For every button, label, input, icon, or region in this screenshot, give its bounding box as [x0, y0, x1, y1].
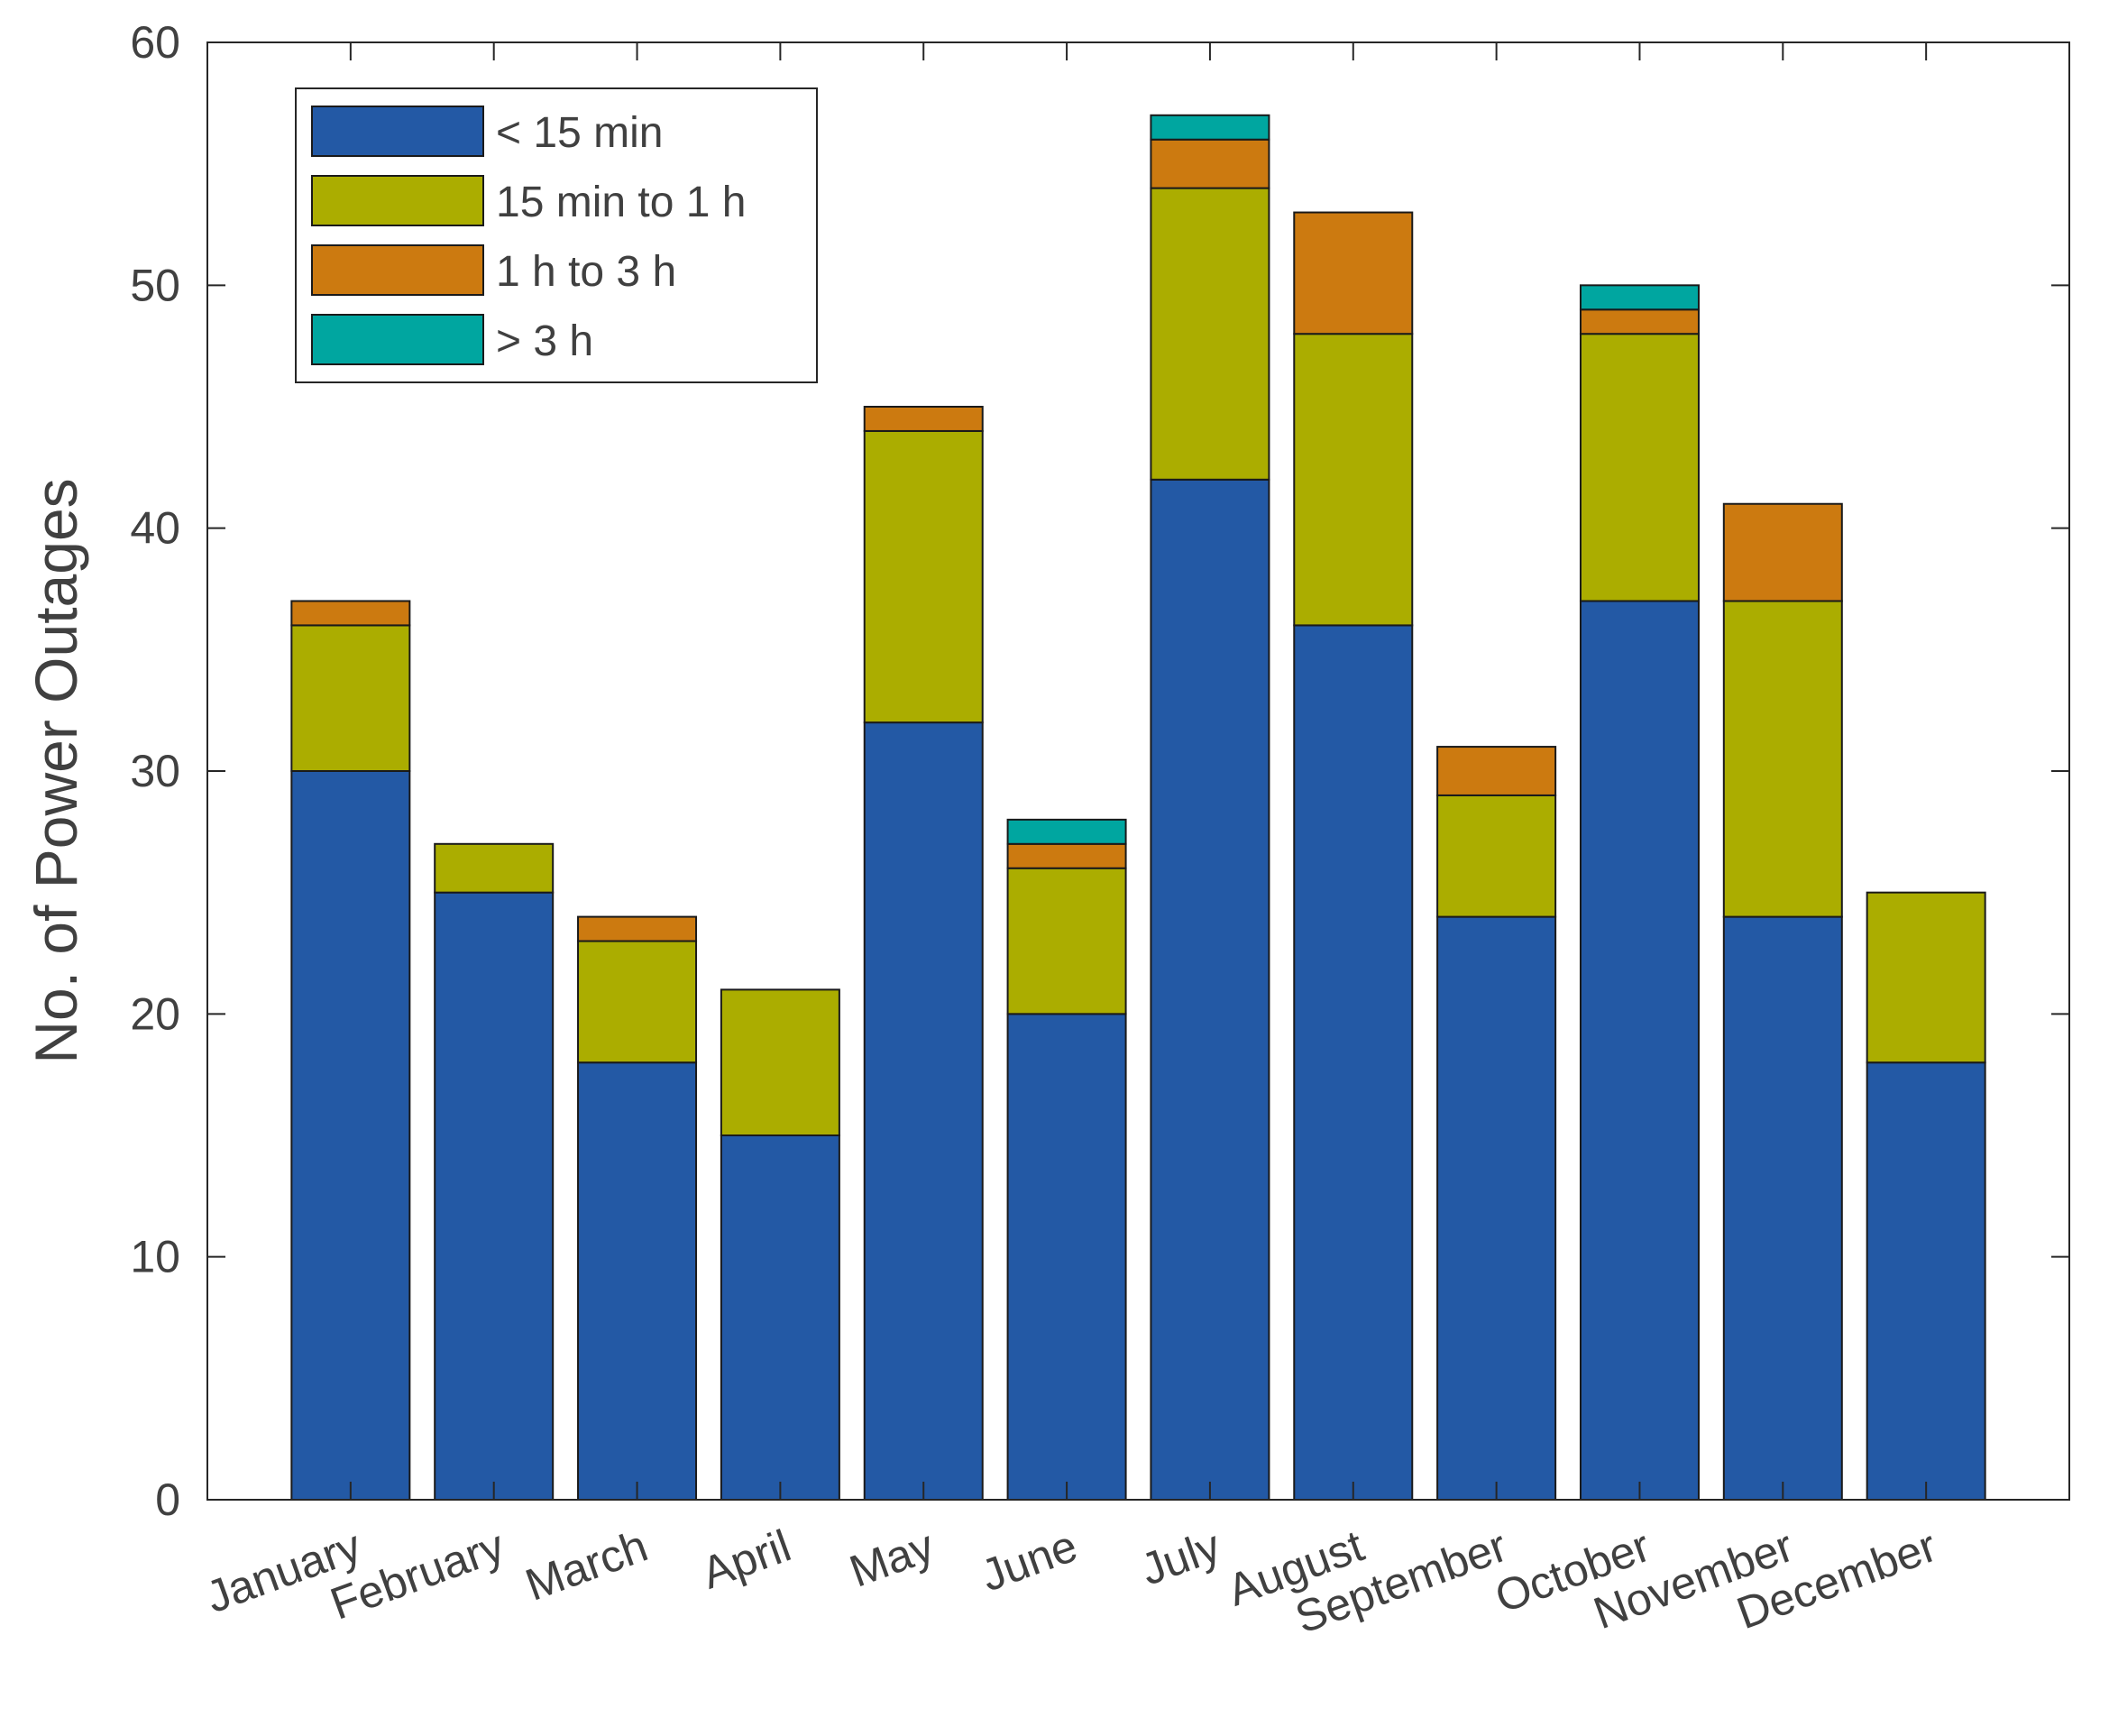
- bar-september-series-2: [1436, 794, 1557, 918]
- bar-june-series-1: [1006, 1013, 1127, 1502]
- bar-november-series-1: [1722, 915, 1843, 1501]
- y-tick-label: 20: [130, 988, 180, 1039]
- x-tick-label-march: March: [519, 1520, 655, 1611]
- bar-october-series-3: [1579, 308, 1700, 335]
- bar-may-series-2: [863, 429, 984, 724]
- y-tick-label: 10: [130, 1232, 180, 1282]
- bar-december-series-2: [1866, 891, 1986, 1064]
- bar-layer: [290, 114, 1986, 1502]
- bar-june-series-3: [1006, 842, 1127, 869]
- x-tick-label-may: May: [843, 1520, 940, 1597]
- bar-june-series-4: [1006, 818, 1127, 845]
- bar-november-series-3: [1722, 502, 1843, 602]
- y-tick-label: 30: [130, 746, 180, 796]
- bar-december-series-1: [1866, 1061, 1986, 1501]
- bar-july-series-1: [1150, 478, 1270, 1501]
- legend-label-1: < 15 min: [496, 109, 663, 157]
- bar-august-series-2: [1293, 333, 1414, 627]
- legend-label-4: > 3 h: [496, 317, 593, 365]
- bar-march-series-2: [577, 940, 698, 1064]
- bar-august-series-1: [1293, 624, 1414, 1501]
- legend-swatch-1: [311, 106, 484, 157]
- y-tick-label: 0: [155, 1474, 180, 1525]
- bar-september-series-1: [1436, 915, 1557, 1501]
- x-tick-label-july: July: [1134, 1520, 1227, 1595]
- legend: < 15 min 15 min to 1 h 1 h to 3 h > 3 h: [295, 87, 818, 383]
- bar-november-series-2: [1722, 600, 1843, 918]
- legend-label-3: 1 h to 3 h: [496, 248, 676, 296]
- bar-march-series-3: [577, 915, 698, 942]
- bar-october-series-4: [1579, 284, 1700, 311]
- bar-april-series-1: [720, 1134, 840, 1501]
- bar-july-series-3: [1150, 138, 1270, 189]
- bar-february-series-2: [434, 842, 555, 894]
- y-axis-title: No. of Power Outages: [23, 478, 89, 1063]
- bar-june-series-2: [1006, 867, 1127, 1015]
- x-tick-label-april: April: [695, 1520, 797, 1599]
- bar-january-series-1: [290, 770, 411, 1501]
- legend-swatch-3: [311, 244, 484, 296]
- y-tick-label: 40: [130, 503, 180, 554]
- bar-august-series-3: [1293, 211, 1414, 335]
- bar-may-series-3: [863, 406, 984, 432]
- bar-july-series-4: [1150, 114, 1270, 141]
- y-tick-label: 60: [130, 17, 180, 68]
- bar-january-series-3: [290, 600, 411, 627]
- bar-october-series-2: [1579, 333, 1700, 602]
- y-tick-label: 50: [130, 260, 180, 310]
- legend-swatch-4: [311, 314, 484, 365]
- bar-july-series-2: [1150, 187, 1270, 481]
- x-tick-label-june: June: [975, 1520, 1084, 1602]
- bar-march-series-1: [577, 1061, 698, 1501]
- bar-february-series-1: [434, 891, 555, 1501]
- bar-october-series-1: [1579, 600, 1700, 1501]
- bar-september-series-3: [1436, 746, 1557, 796]
- legend-swatch-2: [311, 175, 484, 226]
- bar-april-series-2: [720, 988, 840, 1137]
- bar-may-series-1: [863, 721, 984, 1501]
- legend-label-2: 15 min to 1 h: [496, 179, 747, 226]
- bar-january-series-2: [290, 624, 411, 773]
